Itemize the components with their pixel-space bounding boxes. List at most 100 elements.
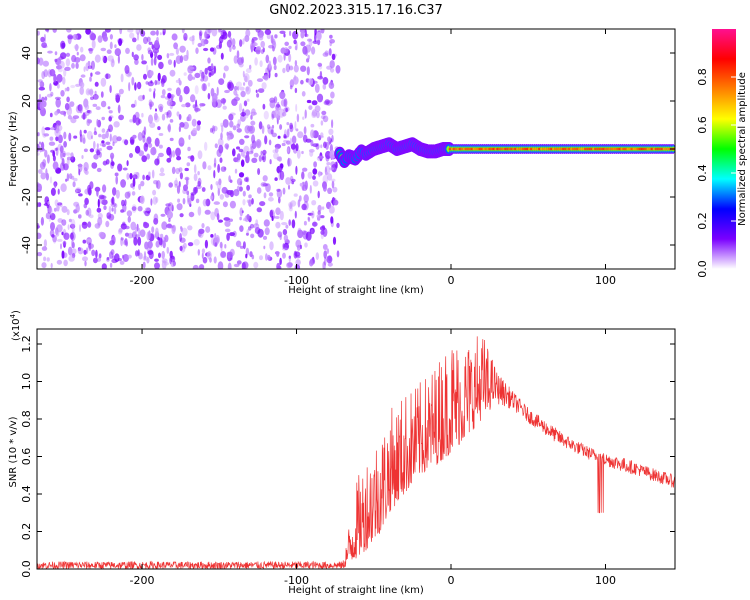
spectrogram-noise-blob <box>140 30 146 37</box>
spectrogram-noise-blob <box>204 239 208 249</box>
spectrogram-noise-blob <box>217 138 224 147</box>
spectrogram-noise-blob <box>109 133 112 142</box>
spectrogram-noise-blob <box>166 246 170 254</box>
spectrogram-noise-blob <box>262 183 269 187</box>
spectrogram-noise-blob <box>93 154 99 160</box>
spectrogram-noise-blob <box>192 127 198 134</box>
spectrogram-noise-blob <box>199 264 205 269</box>
spectrogram-y-ticks: -40 -20 0 20 40 <box>20 46 675 254</box>
spectrogram-noise-blob <box>143 222 150 229</box>
spectrogram-noise-blob <box>148 99 153 105</box>
spectrogram-noise-blob <box>297 131 304 139</box>
spectrogram-noise-blob <box>322 83 327 90</box>
spectrogram-noise-blob <box>55 230 60 237</box>
spectrogram-noise-blob <box>114 253 120 263</box>
spectrogram-noise-blob <box>265 183 271 193</box>
spectrogram-noise-blob <box>50 127 55 131</box>
spectrogram-noise-blob <box>226 81 232 89</box>
spectrogram-noise-blob <box>213 256 217 264</box>
spectrogram-noise-blob <box>49 176 53 184</box>
spectrogram-noise-blob <box>322 261 326 269</box>
spectrogram-noise-blob <box>236 81 242 88</box>
spectrogram-noise-blob <box>110 198 114 204</box>
spectrogram-noise-blob <box>108 205 112 214</box>
spectrogram-noise-blob <box>269 159 272 165</box>
spectrogram-noise-blob <box>234 168 238 174</box>
spectrogram-noise-blob <box>168 182 173 188</box>
spectrogram-noise-blob <box>82 239 87 244</box>
spectrogram-noise-blob <box>76 51 79 56</box>
spectrogram-noise-blob <box>253 152 259 158</box>
spectrogram-noise-blob <box>138 252 143 260</box>
spectrogram-noise-blob <box>205 29 211 37</box>
spectrogram-noise-blob <box>236 260 242 265</box>
spectrogram-noise-blob <box>167 124 171 131</box>
spectrogram-x-ticks: -200 -100 0 100 <box>130 29 616 287</box>
spectrogram-noise-blob <box>329 167 334 171</box>
spectrogram-noise-blob <box>181 29 185 34</box>
spectrogram-noise-blob <box>42 60 50 67</box>
spectrogram-noise-blob <box>256 207 262 213</box>
spectrogram-noise-blob <box>163 261 169 266</box>
spectrogram-noise-blob <box>278 108 285 118</box>
spectrogram-noise-blob <box>217 187 220 197</box>
spectrogram-noise-blob <box>160 95 166 99</box>
spectrogram-noise-blob <box>188 66 195 70</box>
spectrogram-noise-blob <box>293 39 297 45</box>
spectrogram-noise-blob <box>57 202 63 206</box>
spectrogram-noise-blob <box>269 209 274 218</box>
spectrogram-noise-blob <box>283 135 288 139</box>
spectrogram-noise-blob <box>138 183 142 191</box>
spectrogram-noise-blob <box>299 182 303 187</box>
spectrogram-noise-blob <box>141 155 147 163</box>
spectrogram-noise-blob <box>194 85 199 95</box>
spectrogram-noise-blob <box>255 89 258 94</box>
spectrogram-noise-blob <box>85 88 91 96</box>
spectrogram-noise-blob <box>187 146 191 152</box>
spectrogram-noise-blob <box>294 210 297 219</box>
spectrogram-noise-blob <box>227 251 234 259</box>
spectrogram-noise-blob <box>259 255 263 261</box>
spectrogram-noise-blob <box>218 144 224 154</box>
spectrogram-noise-blob <box>49 83 52 92</box>
spectrogram-noise-blob <box>245 154 250 164</box>
spectrogram-noise-blob <box>224 244 227 249</box>
y-tick-label: 1.0 <box>20 373 33 391</box>
y-tick-label: 1.2 <box>20 335 33 353</box>
spectrogram-noise-blob <box>195 184 202 190</box>
spectrogram-noise-blob <box>262 103 266 110</box>
spectrogram-noise-blob <box>113 207 117 215</box>
spectrogram-noise-blob <box>276 262 281 269</box>
spectrogram-noise-blob <box>101 116 105 121</box>
spectrogram-noise-blob <box>75 62 79 69</box>
spectrogram-noise-blob <box>84 104 90 111</box>
spectrogram-noise-blob <box>130 221 137 231</box>
spectrogram-noise-blob <box>83 148 88 153</box>
spectrogram-noise-blob <box>157 54 163 61</box>
spectrogram-noise-blob <box>148 142 153 148</box>
spectrogram-noise-blob <box>107 55 114 62</box>
spectrogram-noise-blob <box>118 114 124 121</box>
spectrogram-noise-blob <box>322 115 329 123</box>
spectrogram-noise-blob <box>279 257 282 265</box>
spectrogram-noise-blob <box>245 68 252 74</box>
spectrogram-noise-blob <box>233 55 238 64</box>
spectrogram-noise-blob <box>238 148 244 153</box>
spectrogram-noise-blob <box>310 129 315 139</box>
spectrogram-noise-blob <box>87 109 92 114</box>
spectrogram-noise-blob <box>75 83 81 87</box>
spectrogram-noise-blob <box>37 152 40 156</box>
spectrogram-noise-blob <box>79 86 84 96</box>
spectrogram-noise-blob <box>148 88 152 92</box>
spectrogram-noise-blob <box>233 85 238 91</box>
spectrogram-noise-blob <box>110 152 115 160</box>
spectrogram-noise-blob <box>179 172 183 180</box>
spectrogram-noise-blob <box>52 29 57 33</box>
spectrogram-noise-blob <box>144 241 149 250</box>
spectrogram-noise-blob <box>154 262 160 269</box>
spectrogram-noise-blob <box>179 213 184 218</box>
spectrogram-noise-blob <box>197 180 201 187</box>
spectrogram-noise-blob <box>108 110 113 114</box>
spectrogram-noise-blob <box>281 112 287 117</box>
